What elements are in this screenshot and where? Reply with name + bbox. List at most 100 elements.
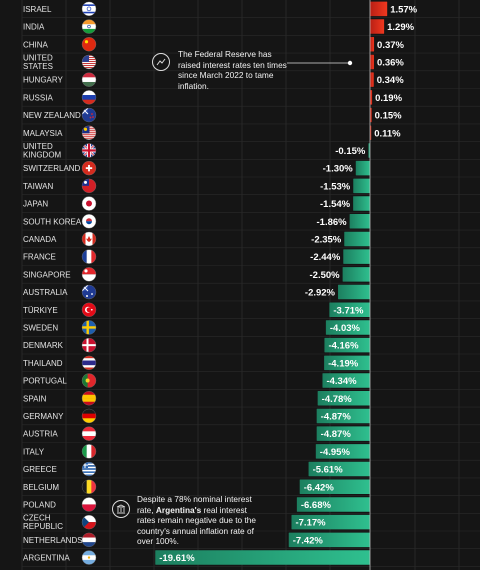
value-label-australia: -2.92% xyxy=(305,288,336,299)
value-label-united-states: 0.36% xyxy=(377,57,404,68)
value-label-denmark: -4.16% xyxy=(328,341,359,352)
fed-callout-connector xyxy=(287,60,353,66)
australia-flag-icon xyxy=(81,284,97,300)
building-icon xyxy=(112,500,130,518)
value-label-argentina: -19.61% xyxy=(159,553,195,564)
bar-china xyxy=(370,37,375,52)
country-label-india: INDIA xyxy=(23,23,45,32)
turkiye-flag-icon xyxy=(81,302,97,317)
bar-united-kingdom xyxy=(368,143,370,158)
south-korea-flag-icon xyxy=(81,214,97,229)
bar-italy xyxy=(315,444,370,459)
value-labels: 1.57% 1.29% 0.37% 0.36% 0.34% 0.19% 0.15% 0.11%… xyxy=(159,4,417,564)
argentina-flag-icon xyxy=(81,550,97,565)
bar-series xyxy=(155,1,388,565)
country-label-denmark: DENMARK xyxy=(23,341,64,350)
bar-australia xyxy=(338,284,370,300)
bar-germany xyxy=(316,408,370,424)
country-label-china: CHINA xyxy=(23,40,49,49)
country-label-new-zealand: NEW ZEALAND xyxy=(23,111,81,120)
bar-belgium xyxy=(299,479,370,494)
country-label-hungary: HUNGARY xyxy=(23,76,64,85)
value-label-greece: -5.61% xyxy=(313,465,344,476)
value-label-russia: 0.19% xyxy=(375,93,402,104)
bar-taiwan xyxy=(353,178,370,194)
value-label-sweden: -4.03% xyxy=(330,323,361,334)
japan-flag-icon xyxy=(81,196,97,211)
hungary-flag-icon xyxy=(81,72,97,87)
belgium-flag-icon xyxy=(81,479,97,494)
value-label-czech-republic: -7.17% xyxy=(295,518,326,529)
country-label-japan: JAPAN xyxy=(23,200,48,209)
bar-russia xyxy=(370,90,373,105)
bar-denmark xyxy=(324,337,370,353)
bar-new-zealand xyxy=(370,107,372,123)
malaysia-flag-icon xyxy=(81,125,97,140)
country-label-united-kingdom: UNITED KINGDOM xyxy=(23,142,62,160)
bar-south-korea xyxy=(349,214,370,229)
value-label-poland: -6.68% xyxy=(301,500,332,511)
country-label-spain: SPAIN xyxy=(23,394,47,403)
country-label-sweden: SWEDEN xyxy=(23,323,58,332)
country-label-russia: RUSSIA xyxy=(23,93,53,102)
value-label-united-kingdom: -0.15% xyxy=(335,146,366,157)
value-label-israel: 1.57% xyxy=(390,4,417,15)
value-label-austria: -4.87% xyxy=(321,429,352,440)
argentina-annotation: Despite a 78% nominal interest rate, Arg… xyxy=(137,494,267,547)
value-label-spain: -4.78% xyxy=(322,394,353,405)
value-label-new-zealand: 0.15% xyxy=(375,111,402,122)
canada-flag-icon xyxy=(81,231,97,247)
value-label-taiwan: -1.53% xyxy=(320,181,351,192)
argentina-annotation-bold: Argentina's xyxy=(155,504,202,515)
country-label-taiwan: TAIWAN xyxy=(23,182,53,191)
country-label-portugal: PORTUGAL xyxy=(23,377,67,386)
country-label-czech-republic: CZECH REPUBLIC xyxy=(23,514,63,532)
value-label-france: -2.44% xyxy=(310,252,341,263)
bar-netherlands xyxy=(288,532,370,548)
country-label-australia: AUSTRALIA xyxy=(23,288,68,297)
bar-thailand xyxy=(324,355,370,371)
argentina-annotation-prefix: Despite a 78% nominal interest rate, xyxy=(137,494,252,515)
czech-republic-flag-icon xyxy=(81,514,97,530)
bar-singapore xyxy=(342,267,370,282)
bar-sweden xyxy=(325,320,370,335)
bar-portugal xyxy=(322,373,370,388)
chart-icon xyxy=(152,53,170,71)
thailand-flag-icon xyxy=(81,355,97,371)
netherlands-flag-icon xyxy=(81,532,97,548)
argentina-annotation-rest: real interest rates remain negative due … xyxy=(137,504,256,547)
poland-flag-icon xyxy=(81,497,97,512)
india-flag-icon xyxy=(81,19,97,34)
china-flag-icon xyxy=(81,37,97,52)
france-flag-icon xyxy=(81,249,97,264)
country-label-united-states: UNITED STATES xyxy=(23,53,53,70)
country-rows: ISRAEL INDIA CHINA UNITED STATES HUNGARY RUSSI… xyxy=(22,1,480,567)
country-label-thailand: THAILAND xyxy=(23,359,63,368)
value-label-italy: -4.95% xyxy=(320,447,351,458)
bar-spain xyxy=(317,391,370,406)
bar-canada xyxy=(344,231,370,247)
new-zealand-flag-icon xyxy=(81,107,97,123)
denmark-flag-icon xyxy=(81,337,97,353)
country-label-singapore: SINGAPORE xyxy=(23,270,71,279)
country-label-greece: GREECE xyxy=(23,465,57,474)
spain-flag-icon xyxy=(81,391,97,406)
country-label-canada: CANADA xyxy=(23,235,57,244)
bar-japan xyxy=(353,196,370,211)
value-label-thailand: -4.19% xyxy=(328,358,359,369)
value-label-germany: -4.87% xyxy=(321,411,352,422)
value-label-switzerland: -1.30% xyxy=(323,164,354,175)
value-label-canada: -2.35% xyxy=(311,234,342,245)
singapore-flag-icon xyxy=(81,267,97,282)
country-label-belgium: BELGIUM xyxy=(23,483,59,492)
country-label-t-rkiye: TÜRKIYE xyxy=(23,306,58,315)
country-label-argentina: ARGENTINA xyxy=(23,554,70,563)
bar-united-states xyxy=(370,54,374,70)
value-label-hungary: 0.34% xyxy=(377,75,404,86)
bar-france xyxy=(343,249,370,264)
bar-switzerland xyxy=(355,160,370,176)
country-label-austria: AUSTRIA xyxy=(23,430,58,439)
greece-flag-icon xyxy=(81,461,97,477)
